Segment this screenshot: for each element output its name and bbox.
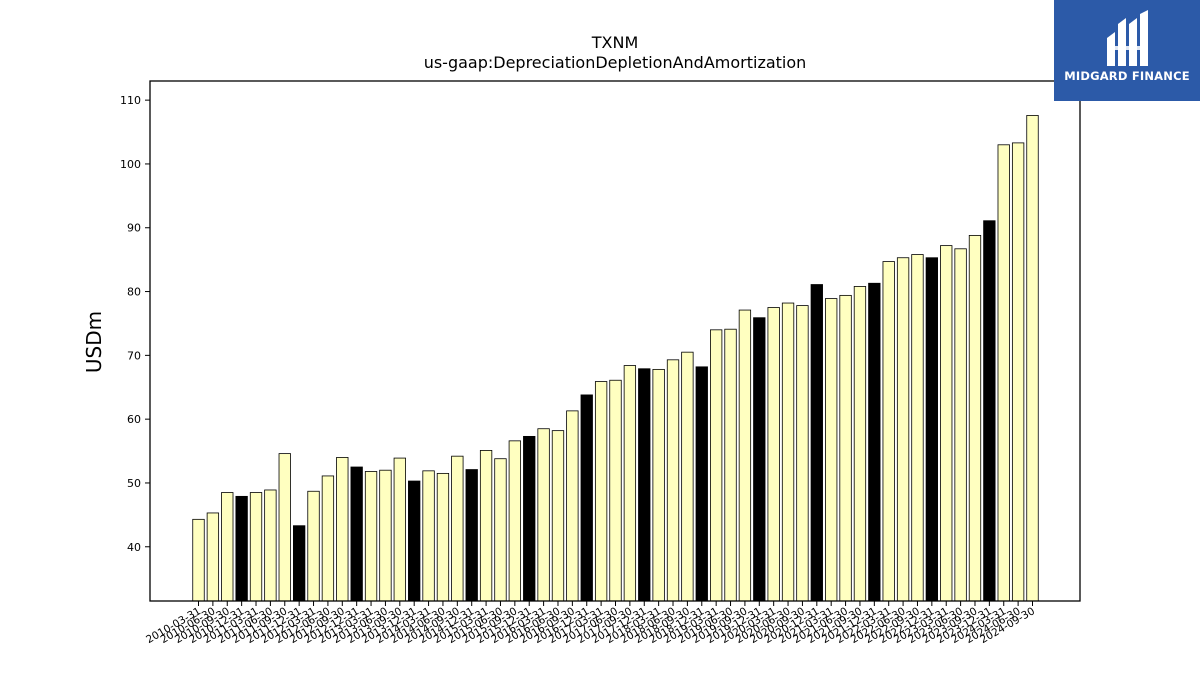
y-axis: 40 50 60 70 80 90 100 110 [120, 94, 150, 554]
bar-2018-09-30 [681, 351, 694, 602]
bar-2014-06-30 [436, 472, 450, 602]
bar-2019-09-30 [738, 309, 752, 602]
bar-2023-06-30 [954, 248, 967, 602]
bar-2023-09-30 [968, 234, 982, 602]
bar-2019-06-30 [724, 328, 737, 602]
bar-2014-09-30 [451, 455, 464, 602]
bar-2012-12-31 [350, 466, 363, 602]
chart-title: TXNM [591, 33, 639, 52]
bar-2012-03-31 [307, 490, 320, 602]
bar-2011-12-31 [292, 525, 306, 602]
bar-2022-06-30 [896, 257, 910, 602]
y-tick-label: 60 [127, 413, 141, 426]
bar-2012-09-30 [336, 457, 349, 602]
midgard-logo-icon [1107, 10, 1148, 66]
bar-2010-03-31 [192, 518, 205, 602]
y-tick-label: 100 [120, 158, 141, 171]
bar-2010-12-31 [235, 495, 248, 602]
bar-2018-03-31 [652, 368, 665, 602]
bar-2013-03-31 [364, 471, 378, 602]
bar-2015-12-31 [523, 435, 536, 602]
bars-group [192, 115, 1039, 602]
bar-2021-03-31 [825, 298, 838, 602]
brand-logo: MIDGARD FINANCE [1054, 0, 1200, 101]
bar-2017-06-30 [609, 379, 622, 602]
bar-2024-03-31 [997, 144, 1010, 602]
bar-2018-06-30 [666, 359, 680, 602]
bar-2016-03-31 [537, 428, 550, 602]
y-tick-label: 40 [127, 541, 141, 554]
bar-2021-12-31 [868, 282, 881, 602]
bar-2017-09-30 [623, 365, 637, 602]
bar-2020-12-31 [810, 284, 823, 602]
bar-2017-12-31 [638, 368, 651, 602]
bar-2021-09-30 [853, 286, 867, 602]
bar-2023-03-31 [940, 245, 953, 602]
bar-2022-12-31 [925, 257, 938, 602]
bar-2016-12-31 [580, 394, 593, 602]
bar-2020-06-30 [781, 302, 795, 602]
bar-2011-09-30 [278, 453, 291, 602]
bar-2016-09-30 [566, 410, 579, 602]
bar-2019-12-31 [753, 317, 766, 602]
bar-2023-12-31 [983, 220, 996, 602]
bar-2014-12-31 [465, 469, 478, 602]
y-tick-label: 110 [120, 94, 141, 107]
y-tick-label: 90 [127, 222, 141, 235]
bar-2013-12-31 [408, 480, 421, 602]
bar-2010-06-30 [206, 512, 220, 602]
bar-2015-09-30 [508, 440, 521, 602]
bar-2020-03-31 [767, 307, 780, 602]
bar-2017-03-31 [594, 381, 608, 602]
bar-2024-06-30 [1011, 142, 1025, 602]
bar-2021-06-30 [839, 294, 852, 602]
y-tick-label: 50 [127, 477, 141, 490]
bar-2013-09-30 [393, 457, 406, 602]
bar-2011-03-31 [249, 492, 263, 602]
bar-2015-03-31 [479, 450, 493, 602]
bar-2015-06-30 [494, 458, 507, 602]
plot-frame [149, 80, 1081, 602]
bar-2020-09-30 [796, 305, 809, 602]
bar-2018-12-31 [695, 366, 708, 602]
bar-2022-03-31 [882, 261, 895, 602]
y-tick-label: 80 [127, 286, 141, 299]
y-tick-label: 70 [127, 349, 141, 362]
bar-2011-06-30 [264, 489, 277, 602]
chart-subtitle: us-gaap:DepreciationDepletionAndAmortiza… [423, 53, 807, 72]
bar-2016-06-30 [551, 430, 565, 602]
bar-2019-03-31 [710, 329, 723, 602]
brand-name: MIDGARD FINANCE [1064, 69, 1190, 83]
bar-2014-03-31 [422, 470, 435, 602]
bar-2013-06-30 [379, 469, 392, 602]
bar-2022-09-30 [911, 254, 924, 602]
bar-2012-06-30 [321, 475, 335, 602]
bar-2010-09-30 [221, 492, 234, 602]
bar-2024-09-30 [1026, 115, 1039, 602]
x-axis: 2010-03-312010-06-302010-09-302010-12-31… [144, 601, 1037, 646]
